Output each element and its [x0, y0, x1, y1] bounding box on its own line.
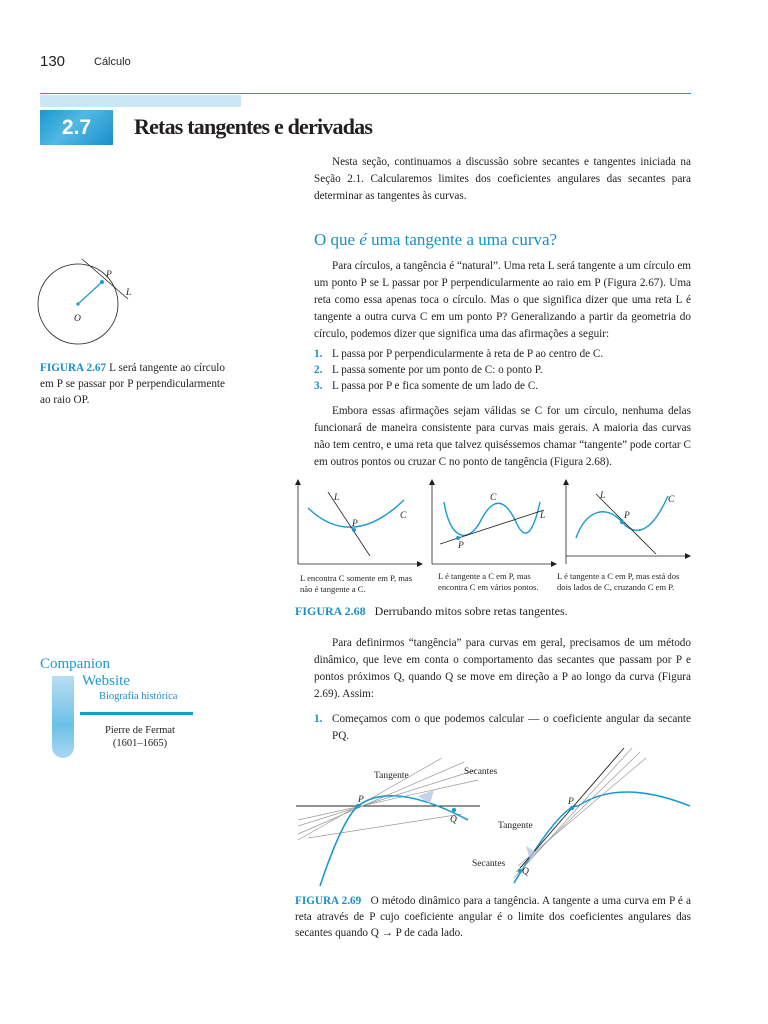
bio-dates: (1601–1665) — [112, 738, 168, 749]
method-steps-list: 1. Começamos com o que podemos calcular —… — [314, 711, 691, 745]
label-p: P — [351, 519, 358, 529]
figure-2-68-panel-3-caption: L é tangente a C em P, mas está dos dois… — [557, 571, 680, 592]
label-p: P — [105, 270, 112, 280]
figure-2-69-caption: FIGURA 2.69 O método dinâmico para a tan… — [295, 895, 692, 939]
figure-2-69-left: Tangente Secantes P Q — [296, 757, 498, 887]
list-item: 3. L passa por P e fica somente de um lad… — [314, 380, 539, 392]
label-c: C — [400, 511, 407, 521]
companion-rule — [80, 712, 193, 715]
header-rule — [40, 93, 691, 94]
figure-2-67-circle: P L O — [37, 258, 131, 345]
label-p: P — [357, 795, 364, 805]
list-item: 1. Começamos com o que podemos calcular —… — [314, 713, 691, 742]
page-number: 130 — [40, 53, 66, 70]
figure-2-68-panel-1: L C P — [295, 479, 423, 567]
figure-2-68-caption: FIGURA 2.68 Derrubando mitos sobre retas… — [295, 604, 568, 618]
paragraph-3: Para definirmos “tangência” para curvas … — [314, 637, 691, 700]
label-p: P — [457, 541, 464, 551]
label-secantes: Secantes — [472, 859, 506, 869]
running-title: Cálculo — [94, 56, 131, 68]
paragraph-1: Para círculos, a tangência é “natural”. … — [314, 260, 691, 340]
companion-link[interactable]: Biografia histórica — [99, 691, 178, 702]
paragraph-2: Embora essas afirmações sejam válidas se… — [314, 405, 691, 468]
list-item: 2. L passa somente por um ponto de C: o p… — [314, 364, 543, 376]
figure-2-68-panel-1-caption: L encontra C somente em P, mas não é tan… — [300, 573, 413, 594]
companion-graphic — [52, 676, 74, 758]
figure-2-68-panel-2: C L P — [429, 479, 557, 567]
label-p: P — [623, 511, 630, 521]
section-number: 2.7 — [40, 110, 113, 145]
label-c: C — [668, 495, 675, 505]
figure-2-68-panel-3: L C P — [563, 479, 691, 564]
header-band — [40, 95, 241, 107]
label-secantes: Secantes — [464, 767, 498, 777]
label-l: L — [125, 288, 131, 298]
label-q: Q — [450, 815, 457, 825]
list-item: 1. L passa por P perpendicularmente à ret… — [314, 348, 604, 360]
figure-2-68-panel-2-caption: L é tangente a C em P, mas encontra C em… — [438, 571, 539, 592]
companion-bio: Pierre de Fermat (1601–1665) — [70, 724, 210, 750]
label-l: L — [333, 493, 339, 503]
companion-title: Companion — [40, 656, 110, 672]
label-q: Q — [522, 867, 529, 877]
figure-2-69-right: P Tangente Secantes Q — [472, 747, 691, 884]
label-o: O — [74, 314, 81, 324]
figure-2-67-caption: FIGURA 2.67 L será tangente ao círculo e… — [40, 362, 226, 406]
section-title: Retas tangentes e derivadas — [134, 114, 373, 139]
label-l: L — [599, 491, 605, 501]
subsection-heading: O que é uma tangente a uma curva? — [314, 230, 558, 249]
intro-paragraph: Nesta seção, continuamos a discussão sob… — [314, 156, 691, 202]
label-c: C — [490, 493, 497, 503]
label-tangente: Tangente — [498, 821, 533, 831]
bio-name: Pierre de Fermat — [105, 725, 175, 736]
label-l: L — [539, 511, 545, 521]
label-tangente: Tangente — [374, 771, 409, 781]
label-p: P — [567, 797, 574, 807]
tangent-conditions-list: 1. L passa por P perpendicularmente à ret… — [314, 346, 691, 394]
companion-subtitle: Website — [82, 673, 130, 689]
